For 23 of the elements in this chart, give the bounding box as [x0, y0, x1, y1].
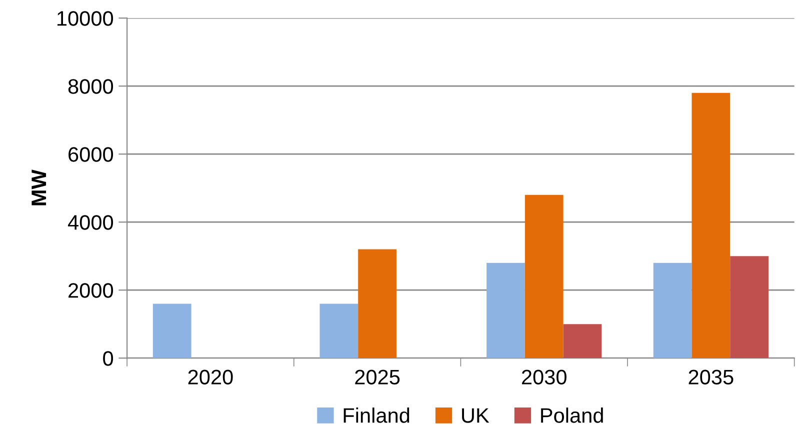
x-tick-label: 2020: [188, 370, 233, 385]
x-tick-label: 2030: [522, 370, 566, 385]
bar: [524, 194, 564, 358]
y-tick-label: 0: [103, 351, 114, 366]
bar: [730, 256, 768, 358]
legend-label: UK: [462, 408, 490, 423]
bar: [152, 304, 192, 358]
bar: [563, 324, 602, 358]
legend-label: Finland: [344, 408, 410, 423]
bar: [486, 262, 525, 358]
y-tick-label: 2000: [68, 283, 114, 298]
bar: [653, 262, 692, 358]
y-tick-label: 4000: [68, 215, 114, 230]
bar: [320, 304, 358, 358]
y-tick-label: 6000: [68, 147, 114, 162]
y-tick-label: 8000: [68, 79, 114, 94]
x-tick-label: 2035: [688, 370, 734, 385]
bar: [692, 92, 730, 358]
bar: [358, 249, 396, 358]
y-tick-label: 10000: [58, 11, 114, 26]
x-tick-label: 2025: [355, 370, 400, 385]
legend-label: Poland: [541, 408, 603, 423]
y-axis-title: MW: [32, 170, 46, 206]
